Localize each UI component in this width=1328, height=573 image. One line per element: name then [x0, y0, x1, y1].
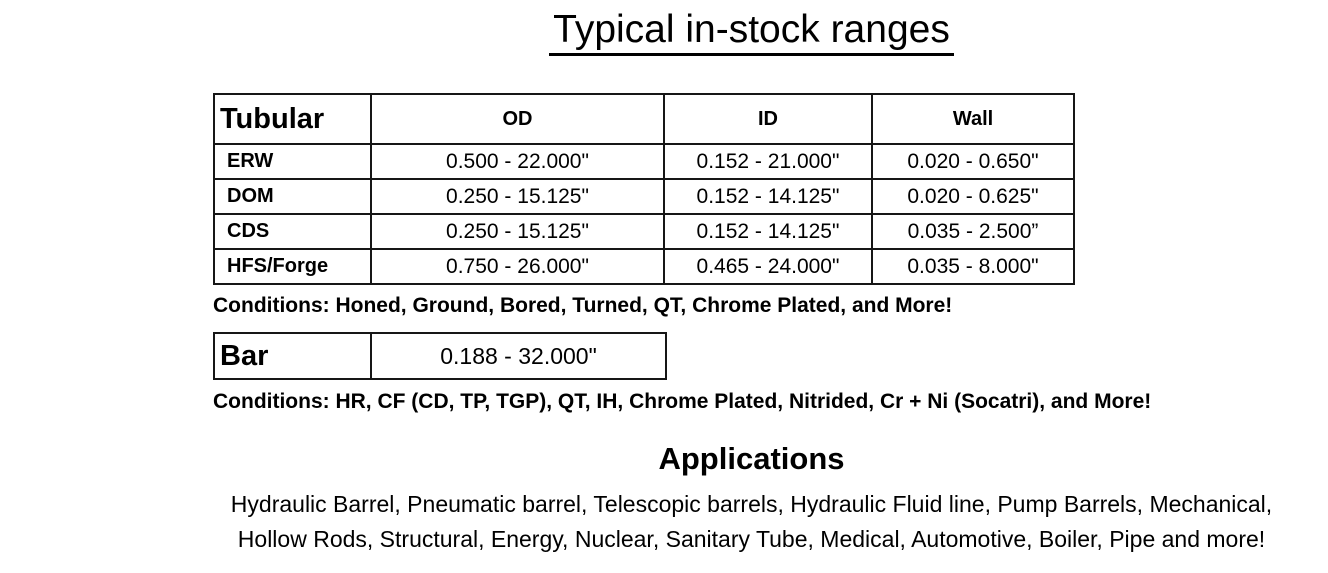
wall-value: 0.020 - 0.625" — [871, 178, 1075, 215]
wall-value: 0.035 - 8.000" — [871, 248, 1075, 285]
od-value: 0.250 - 15.125" — [370, 213, 665, 250]
applications-text: Hydraulic Barrel, Pneumatic barrel, Tele… — [213, 487, 1290, 557]
tubular-conditions: Conditions: Honed, Ground, Bored, Turned… — [213, 294, 953, 317]
id-value: 0.152 - 14.125" — [663, 178, 873, 215]
page: Typical in-stock ranges Tubular OD ID Wa… — [213, 0, 1290, 557]
id-value: 0.152 - 21.000" — [663, 143, 873, 180]
id-value: 0.465 - 24.000" — [663, 248, 873, 285]
tubular-table: Tubular OD ID Wall ERW 0.500 - 22.000" 0… — [213, 93, 1075, 285]
row-label: DOM — [213, 178, 372, 215]
table-row-dom: DOM 0.250 - 15.125" 0.152 - 14.125" 0.02… — [213, 178, 1075, 215]
row-label: CDS — [213, 213, 372, 250]
od-value: 0.500 - 22.000" — [370, 143, 665, 180]
id-value: 0.152 - 14.125" — [663, 213, 873, 250]
tubular-table-title: Tubular — [213, 93, 372, 145]
wall-value: 0.035 - 2.500” — [871, 213, 1075, 250]
applications-heading: Applications — [658, 441, 845, 476]
bar-conditions: Conditions: HR, CF (CD, TP, TGP), QT, IH… — [213, 390, 1152, 413]
bar-range-value: 0.188 - 32.000" — [370, 332, 667, 380]
table-row-hfs-forge: HFS/Forge 0.750 - 26.000" 0.465 - 24.000… — [213, 248, 1075, 285]
table-row-bar: Bar 0.188 - 32.000" — [213, 332, 667, 380]
table-row-cds: CDS 0.250 - 15.125" 0.152 - 14.125" 0.03… — [213, 213, 1075, 250]
bar-table-title: Bar — [213, 332, 372, 380]
applications-line-1: Hydraulic Barrel, Pneumatic barrel, Tele… — [230, 491, 1273, 517]
wall-value: 0.020 - 0.650" — [871, 143, 1075, 180]
applications-line-2: Hollow Rods, Structural, Energy, Nuclear… — [237, 526, 1266, 552]
row-label: ERW — [213, 143, 372, 180]
column-header-id: ID — [663, 93, 873, 145]
column-header-wall: Wall — [871, 93, 1075, 145]
bar-table: Bar 0.188 - 32.000" — [213, 332, 667, 380]
od-value: 0.250 - 15.125" — [370, 178, 665, 215]
column-header-od: OD — [370, 93, 665, 145]
tubular-header-row: Tubular OD ID Wall — [213, 93, 1075, 145]
row-label: HFS/Forge — [213, 248, 372, 285]
od-value: 0.750 - 26.000" — [370, 248, 665, 285]
page-title: Typical in-stock ranges — [549, 8, 954, 56]
title-wrap: Typical in-stock ranges — [213, 8, 1290, 57]
table-row-erw: ERW 0.500 - 22.000" 0.152 - 21.000" 0.02… — [213, 143, 1075, 180]
